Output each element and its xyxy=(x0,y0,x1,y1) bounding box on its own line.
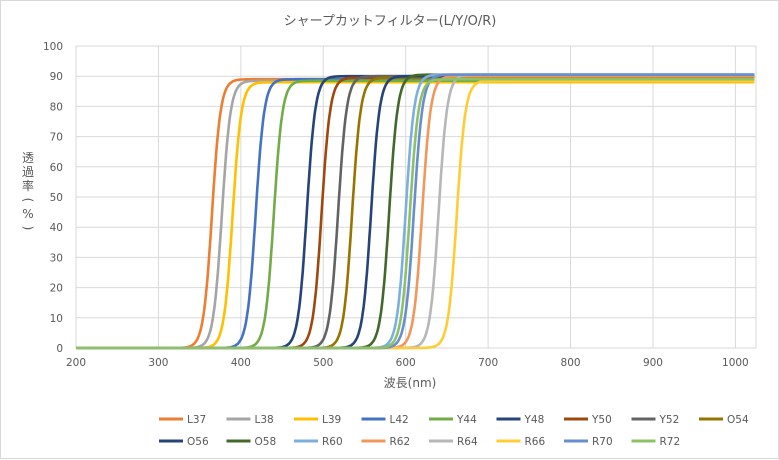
x-axis-label: 波長(nm) xyxy=(384,376,437,390)
y-tick-label: 50 xyxy=(50,192,63,204)
x-tick-label: 400 xyxy=(231,357,251,369)
x-tick-label: 1000 xyxy=(722,357,749,369)
legend-label-y52[interactable]: Y52 xyxy=(659,414,680,426)
series-line-r72 xyxy=(75,77,755,350)
legend-label-y48[interactable]: Y48 xyxy=(524,414,545,426)
y-tick-label: 60 xyxy=(50,162,63,174)
y-tick-label: 30 xyxy=(50,252,63,264)
legend-label-r62[interactable]: R62 xyxy=(390,436,411,448)
legend-label-o58[interactable]: O58 xyxy=(255,436,277,448)
x-tick-label: 200 xyxy=(66,357,86,369)
x-tick-label: 600 xyxy=(396,357,416,369)
legend-label-l39[interactable]: L39 xyxy=(322,414,341,426)
legend-label-l37[interactable]: L37 xyxy=(187,414,206,426)
y-axis-label-char: 過 xyxy=(22,165,34,179)
y-tick-label: 40 xyxy=(50,222,63,234)
legend-label-o56[interactable]: O56 xyxy=(187,436,209,448)
legend-label-r66[interactable]: R66 xyxy=(525,436,546,448)
y-axis-label-char: 透 xyxy=(22,151,34,165)
y-tick-label: 20 xyxy=(50,283,63,295)
legend-label-l38[interactable]: L38 xyxy=(255,414,274,426)
legend-label-r60[interactable]: R60 xyxy=(322,436,343,448)
legend[interactable]: L37 L38 L39 L42 Y44 Y48 Y50 Y52 O54 O56 O58 R60 R62 R… xyxy=(159,414,749,448)
y-axis-label-char: ) xyxy=(21,226,35,231)
y-axis-label-group: 透過率 (%) xyxy=(21,151,35,230)
y-tick-label: 90 xyxy=(50,71,63,83)
legend-label-y50[interactable]: Y50 xyxy=(591,414,612,426)
x-tick-label: 300 xyxy=(148,357,168,369)
x-tick-label: 500 xyxy=(313,357,333,369)
y-axis-label-char: ( xyxy=(21,198,35,203)
x-tick-label: 700 xyxy=(478,357,498,369)
y-tick-label: 10 xyxy=(50,313,63,325)
legend-label-o54[interactable]: O54 xyxy=(727,414,749,426)
y-axis-label-char: % xyxy=(22,207,33,221)
axes: 0 10 20 30 40 50 60 70 80 90 100 200 300 400 500 600 700… xyxy=(43,41,757,369)
legend-label-y44[interactable]: Y44 xyxy=(456,414,477,426)
y-tick-label: 100 xyxy=(43,41,63,53)
x-tick-label: 900 xyxy=(643,357,663,369)
legend-label-r64[interactable]: R64 xyxy=(457,436,478,448)
legend-label-r70[interactable]: R70 xyxy=(592,436,613,448)
legend-label-l42[interactable]: L42 xyxy=(390,414,409,426)
y-tick-label: 70 xyxy=(50,132,63,144)
y-tick-label: 0 xyxy=(56,343,63,355)
x-tick-label: 800 xyxy=(561,357,581,369)
legend-label-r72[interactable]: R72 xyxy=(660,436,681,448)
y-axis-label-char: 率 xyxy=(22,178,34,193)
y-tick-label: 80 xyxy=(50,101,63,113)
chart-title: シャープカットフィルター(L/Y/O/R) xyxy=(284,14,497,29)
series-layer xyxy=(75,73,755,350)
